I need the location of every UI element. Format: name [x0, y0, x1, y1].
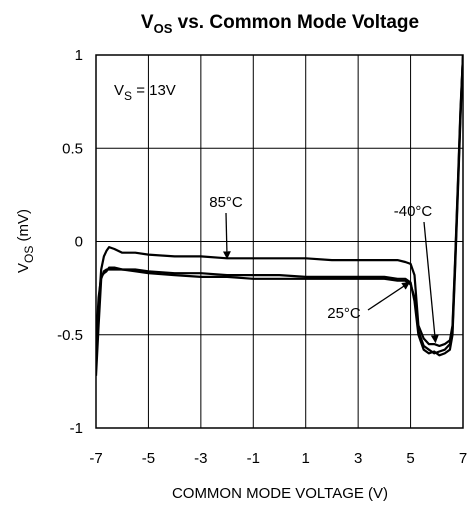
- x-tick-label: -7: [89, 450, 102, 467]
- x-tick-label: -3: [194, 450, 207, 467]
- y-tick-label: 1: [75, 47, 83, 64]
- grid: [95, 54, 464, 429]
- annotation-minus40c-label: -40°C: [394, 203, 433, 220]
- series-layer: [96, 55, 463, 376]
- title-main: V: [141, 12, 154, 33]
- x-axis-label: COMMON MODE VOLTAGE (V): [172, 485, 388, 502]
- series-line-25c: [96, 55, 463, 376]
- ylabel-rest: (mV): [15, 209, 32, 246]
- annotation-arrow-85c: [222, 212, 231, 260]
- condition-main: V: [114, 82, 124, 99]
- y-tick-label: -0.5: [57, 327, 83, 344]
- condition-sub: S: [124, 89, 132, 103]
- annotation-25c-label: 25°C: [327, 305, 361, 322]
- condition-label: VS = 13V: [114, 82, 176, 103]
- x-tick-label: 7: [459, 450, 467, 467]
- x-tick-labels: -7 -5 -3 -1 1 3 5 7: [89, 450, 467, 467]
- series-line-minus40c: [96, 55, 463, 355]
- y-tick-label: 0.5: [62, 140, 83, 157]
- x-tick-label: 3: [354, 450, 362, 467]
- x-tick-label: 5: [406, 450, 414, 467]
- y-tick-label: -1: [70, 420, 83, 437]
- title-sub: OS: [154, 21, 173, 36]
- ylabel-sub: OS: [22, 246, 36, 263]
- title-rest: vs. Common Mode Voltage: [172, 12, 419, 33]
- condition-rest: = 13V: [132, 82, 176, 99]
- x-tick-label: -5: [142, 450, 155, 467]
- x-tick-label: 1: [302, 450, 310, 467]
- annotation-arrow-25c: [367, 281, 411, 311]
- annotation-arrows: [222, 212, 439, 344]
- plot-frame: [95, 54, 464, 429]
- y-axis-label: VOS (mV): [15, 209, 36, 273]
- series-line-85c: [96, 55, 463, 363]
- y-tick-label: 0: [75, 234, 83, 251]
- ylabel-main: V: [15, 263, 32, 273]
- annotation-85c-label: 85°C: [209, 194, 243, 211]
- annotation-arrow-minus40c: [423, 221, 439, 344]
- y-tick-labels: 1 0.5 0 -0.5 -1: [57, 47, 83, 437]
- x-tick-label: -1: [247, 450, 260, 467]
- chart-title: VOS vs. Common Mode Voltage: [141, 12, 419, 36]
